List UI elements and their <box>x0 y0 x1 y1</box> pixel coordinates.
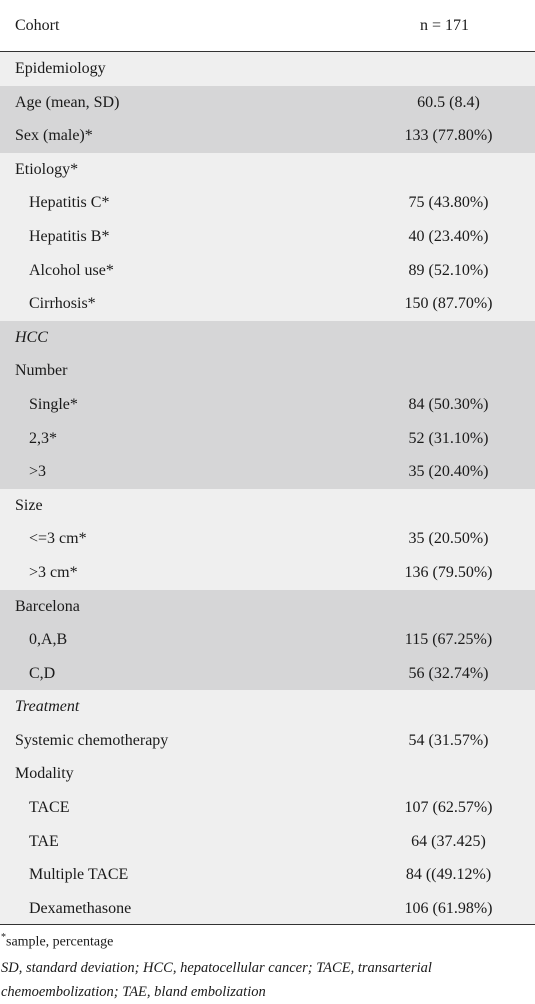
row-value: 35 (20.50%) <box>408 530 489 548</box>
table-row: <=3 cm* 35 (20.50%) <box>0 522 535 556</box>
row-label: Sex (male)* <box>15 127 93 145</box>
table-header: Cohort n = 171 <box>0 0 535 52</box>
header-cohort: Cohort <box>15 17 60 34</box>
row-label: Cirrhosis* <box>29 295 96 313</box>
table-row: Alcohol use* 89 (52.10%) <box>0 253 535 288</box>
row-label: Size <box>15 496 43 514</box>
row-label: C,D <box>29 664 56 682</box>
row-value: 107 (62.57%) <box>404 799 493 817</box>
footnote-sample-text: sample, percentage <box>6 935 114 951</box>
row-value: 40 (23.40%) <box>408 227 489 245</box>
row-value: 35 (20.40%) <box>408 463 489 481</box>
table-row: Hepatitis C* 75 (43.80%) <box>0 186 535 220</box>
table-row: HCC <box>0 320 535 355</box>
row-value: 133 (77.80%) <box>404 127 493 145</box>
data-table: Cohort n = 171 Epidemiology Age (mean, S… <box>0 0 535 926</box>
table-row: Hepatitis B* 40 (23.40%) <box>0 219 535 254</box>
table-row: Age (mean, SD) 60.5 (8.4) <box>0 85 535 120</box>
row-label: Dexamethasone <box>29 899 132 917</box>
row-label: Number <box>15 362 68 380</box>
table-row: Multiple TACE 84 ((49.12%) <box>0 858 535 892</box>
row-label: 2,3* <box>29 429 57 447</box>
table-row: Systemic chemotherapy 54 (31.57%) <box>0 723 535 758</box>
row-value: 52 (31.10%) <box>408 429 489 447</box>
table-row: Treatment <box>0 690 535 724</box>
row-value: 75 (43.80%) <box>408 194 489 212</box>
row-label: Alcohol use* <box>29 261 114 279</box>
row-label: Hepatitis B* <box>29 227 110 245</box>
table-row: TAE 64 (37.425) <box>0 824 535 859</box>
row-value: 150 (87.70%) <box>404 295 493 313</box>
row-label: <=3 cm* <box>29 530 87 548</box>
row-label: Etiology* <box>15 160 79 178</box>
row-label: Modality <box>15 765 74 783</box>
table-row: Epidemiology <box>0 52 535 86</box>
row-value: 84 (50.30%) <box>408 395 489 413</box>
table-row: Size <box>0 488 535 523</box>
footnote-abbreviations: SD, standard deviation; HCC, hepatocellu… <box>1 960 432 1001</box>
row-label: Hepatitis C* <box>29 194 110 212</box>
table-row: 2,3* 52 (31.10%) <box>0 421 535 456</box>
row-label: Age (mean, SD) <box>15 93 120 111</box>
row-label: Barcelona <box>15 597 80 615</box>
row-value: 56 (32.74%) <box>408 664 489 682</box>
row-value: 136 (79.50%) <box>404 563 493 581</box>
row-value: 84 ((49.12%) <box>405 866 492 884</box>
footnote-sample: *sample, percentage <box>0 927 535 954</box>
row-value: 89 (52.10%) <box>408 261 489 279</box>
row-label: Multiple TACE <box>29 866 129 884</box>
row-value: 54 (31.57%) <box>408 731 489 749</box>
row-label: TAE <box>29 832 59 850</box>
table-row: >3 cm* 136 (79.50%) <box>0 555 535 590</box>
table-row: >3 35 (20.40%) <box>0 455 535 489</box>
table-row: Modality <box>0 757 535 792</box>
table-row: Single* 84 (50.30%) <box>0 387 535 422</box>
row-value: 115 (67.25%) <box>404 631 493 649</box>
table-row: Barcelona <box>0 589 535 624</box>
row-value: 106 (61.98%) <box>404 899 493 917</box>
table-row: Number <box>0 354 535 388</box>
row-label: >3 cm* <box>29 563 78 581</box>
table-row: Cirrhosis* 150 (87.70%) <box>0 287 535 321</box>
row-label: TACE <box>29 799 70 817</box>
footnote-marker: * <box>1 932 6 944</box>
row-label: HCC <box>15 328 48 346</box>
table-row: 0,A,B 115 (67.25%) <box>0 623 535 657</box>
table-row: Etiology* <box>0 152 535 187</box>
row-label: Systemic chemotherapy <box>15 731 169 749</box>
row-label: Single* <box>29 395 78 413</box>
table-row: Dexamethasone 106 (61.98%) <box>0 891 535 926</box>
row-label: Treatment <box>15 698 80 716</box>
row-value: 64 (37.425) <box>411 832 486 850</box>
row-label: >3 <box>29 463 47 481</box>
table-row: C,D 56 (32.74%) <box>0 656 535 691</box>
row-label: 0,A,B <box>29 631 68 649</box>
table-row: TACE 107 (62.57%) <box>0 791 535 825</box>
row-value: 60.5 (8.4) <box>417 93 480 111</box>
table-row: Sex (male)* 133 (77.80%) <box>0 119 535 153</box>
row-label: Epidemiology <box>15 60 106 77</box>
header-n: n = 171 <box>419 17 470 34</box>
footnotes: *sample, percentage SD, standard deviati… <box>0 925 535 1004</box>
